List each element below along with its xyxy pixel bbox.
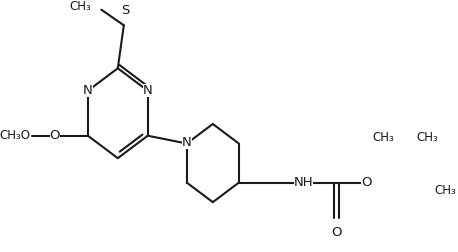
Text: NH: NH <box>294 176 313 189</box>
Text: N: N <box>83 84 93 97</box>
Text: O: O <box>49 129 60 142</box>
Text: CH₃: CH₃ <box>434 184 456 197</box>
Text: N: N <box>182 136 191 149</box>
Text: CH₃: CH₃ <box>69 0 91 13</box>
Text: O: O <box>361 176 372 189</box>
Text: CH₃: CH₃ <box>416 131 438 144</box>
Text: S: S <box>121 5 130 17</box>
Text: CH₃: CH₃ <box>372 131 394 144</box>
Text: N: N <box>143 84 153 97</box>
Text: O: O <box>331 226 342 239</box>
Text: CH₃O: CH₃O <box>0 129 31 142</box>
